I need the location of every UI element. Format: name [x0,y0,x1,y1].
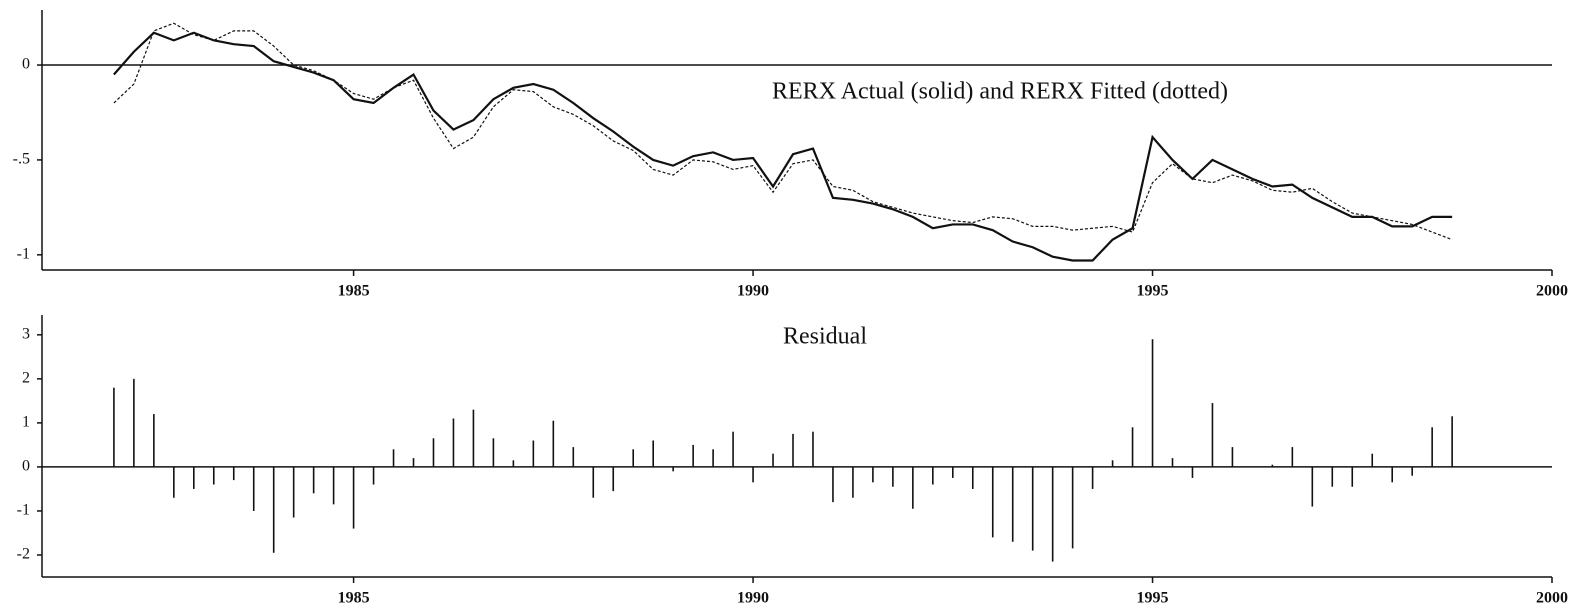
x-tick-label: 1990 [737,283,769,300]
x-tick-label: 1995 [1137,283,1169,300]
y-tick-label: -.5 [13,151,30,168]
x-tick-label: 2000 [1536,590,1568,607]
y-tick-label: 2 [22,370,30,387]
x-tick-label: 1985 [338,590,370,607]
y-tick-label: -1 [17,502,30,519]
x-tick-label: 1985 [338,283,370,300]
series-line [113,22,1453,241]
y-tick-label: 0 [22,458,30,475]
x-tick-label: 2000 [1536,283,1568,300]
x-tick-label: 1990 [737,590,769,607]
chart-title: RERX Actual (solid) and RERX Fitted (dot… [772,79,1228,105]
x-tick-label: 1995 [1137,590,1169,607]
y-tick-label: -1 [17,245,30,262]
chart-title: Residual [783,324,867,350]
series-line [113,31,1453,262]
y-tick-label: 3 [22,325,30,342]
y-tick-label: 0 [22,56,30,73]
y-tick-label: -2 [17,546,30,563]
y-tick-label: 1 [22,414,30,431]
